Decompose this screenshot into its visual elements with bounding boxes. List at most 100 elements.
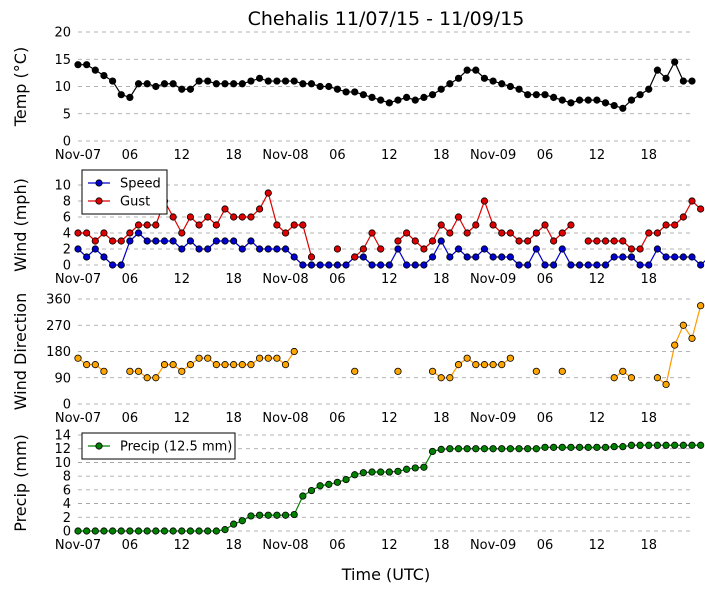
data-point [550,261,558,269]
data-point [489,253,497,261]
y-axis-label: Wind (mph) [11,178,30,272]
data-point [256,205,264,213]
data-point [420,463,428,471]
data-point [446,80,454,88]
data-point [359,91,367,99]
data-point [368,468,376,476]
data-point [446,445,454,453]
data-point [420,261,428,269]
data-point [290,77,298,85]
data-point [593,443,601,451]
data-point [463,445,471,453]
data-point [697,441,705,449]
y-tick-label: 270 [46,319,71,334]
data-point [377,245,385,253]
y-tick-label: 2 [63,243,71,258]
data-point [212,237,220,245]
data-point [532,445,540,453]
y-tick-label: 10 [54,179,71,194]
data-point [247,237,255,245]
data-point [212,80,220,88]
data-point [316,482,324,490]
series-line [432,357,511,379]
data-point [688,253,696,261]
data-point [437,85,445,93]
data-point [385,99,393,107]
data-point [238,213,246,221]
data-point [601,237,610,245]
data-point [359,469,367,477]
data-point [697,205,705,213]
x-tick-label: 18 [225,148,242,163]
x-tick-label: 06 [537,411,554,426]
data-point [368,261,376,269]
data-point [653,245,662,253]
data-point [351,88,359,96]
data-point [610,253,618,261]
legend-swatch-marker [95,179,103,187]
data-point [325,82,333,91]
data-point [463,253,471,261]
data-point [230,361,238,369]
data-point [567,261,575,269]
data-point [178,527,186,535]
y-axis-label: Precip (mm) [11,434,30,532]
x-tick-label: Nov-08 [262,538,308,553]
data-point [385,468,393,476]
data-point [117,527,125,535]
data-point [204,527,212,535]
legend-box [81,169,168,215]
data-point [411,237,419,245]
x-tick-label: Nov-09 [470,272,516,287]
data-point [169,361,177,369]
data-point [143,527,151,535]
x-tick-label: 18 [225,272,242,287]
data-point [567,443,575,451]
data-point [126,367,134,375]
data-point [688,441,696,449]
data-point [333,245,342,253]
data-point [100,253,108,261]
x-tick-label: 18 [433,272,450,287]
data-point [108,527,117,535]
data-point [489,445,497,453]
data-point [506,354,514,362]
x-tick-label: 06 [122,272,139,287]
data-point [74,354,82,362]
data-point [342,88,350,96]
data-point [134,221,143,229]
y-tick-label: 15 [54,53,71,68]
series-line [657,305,702,386]
data-point [532,245,540,253]
data-point [256,74,264,82]
legend-entry: Precip (12.5 mm) [120,440,232,455]
y-tick-label: 4 [63,497,71,512]
data-point [143,80,151,88]
legend-swatch-marker [95,197,103,205]
data-point [498,361,506,369]
data-point [524,445,532,453]
data-point [662,221,670,229]
data-point [653,441,662,449]
y-tick-label: 8 [63,470,71,485]
data-point [627,245,636,253]
data-point [558,367,566,375]
data-point [437,221,445,229]
data-point [610,374,618,382]
data-point [281,229,290,237]
x-tick-label: Nov-07 [55,538,101,553]
data-point [325,480,333,488]
data-point [394,237,402,245]
y-tick-label: 0 [63,398,71,413]
data-point [195,527,203,535]
data-point [186,213,195,221]
data-point [273,511,281,519]
data-point [195,221,203,229]
data-point [671,58,679,66]
data-point [498,80,506,88]
data-point [299,80,307,88]
x-tick-label: 06 [329,538,346,553]
data-point [671,253,679,261]
data-point [126,527,134,535]
data-point [454,445,463,453]
